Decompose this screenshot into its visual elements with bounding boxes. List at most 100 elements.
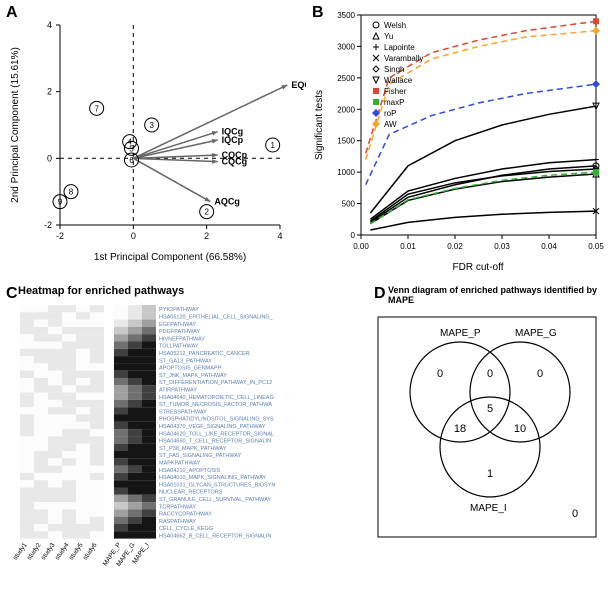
svg-text:ST_GRANULE_CELL_SURVIVAL_PATHW: ST_GRANULE_CELL_SURVIVAL_PATHWAY [159, 497, 271, 503]
svg-text:4: 4 [47, 20, 52, 30]
svg-text:5: 5 [487, 403, 493, 415]
svg-text:7: 7 [94, 104, 99, 113]
svg-text:ST_TUMOR_NECROSIS_FACTOR_PATHW: ST_TUMOR_NECROSIS_FACTOR_PATHWA [159, 402, 272, 408]
heatmap-title: Heatmap for enriched pathways [18, 285, 184, 297]
svg-text:HSA04660_T_CELL_RECEPTOR_SIGNA: HSA04660_T_CELL_RECEPTOR_SIGNALIN [159, 439, 271, 445]
svg-text:AQCg: AQCg [214, 197, 240, 207]
panel-d: D Venn diagram of enriched pathways iden… [370, 285, 612, 595]
svg-text:0: 0 [351, 231, 356, 240]
svg-text:0.02: 0.02 [447, 242, 463, 251]
svg-text:0: 0 [537, 368, 543, 380]
svg-text:CQCg: CQCg [222, 157, 248, 167]
svg-text:0: 0 [487, 368, 493, 380]
svg-text:0: 0 [131, 231, 136, 241]
svg-text:3000: 3000 [337, 42, 355, 51]
line-plot: 0.00 0.01 0.02 0.03 0.04 0.05 0 500 1000 1500 200… [306, 0, 612, 280]
svg-text:Fisher: Fisher [384, 87, 407, 96]
svg-text:2: 2 [204, 231, 209, 241]
panel-a: A -2024 -2024 EQCIQCgIQCpCQCpCQCgAQCg 12… [0, 0, 306, 280]
svg-text:5: 5 [129, 144, 134, 153]
svg-text:AW: AW [384, 120, 397, 129]
svg-text:2: 2 [47, 87, 52, 97]
pca-plot: -2024 -2024 EQCIQCgIQCpCQCpCQCgAQCg 1234… [0, 0, 306, 280]
svg-text:18: 18 [454, 423, 466, 435]
svg-text:IQCp: IQCp [222, 135, 244, 145]
panel-a-label: A [6, 4, 18, 22]
svg-text:2: 2 [204, 208, 209, 217]
svg-text:PDGFPATHWAY: PDGFPATHWAY [159, 329, 200, 335]
svg-text:roP: roP [384, 109, 396, 118]
svg-text:0: 0 [47, 153, 52, 163]
svg-text:HSA04620_TOLL_LIKE_RECEPTOR_SI: HSA04620_TOLL_LIKE_RECEPTOR_SIGNAL [159, 431, 274, 437]
svg-text:Welsh: Welsh [384, 21, 406, 30]
svg-text:PHOSPHATIDYLINOSITOL_SIGNALING: PHOSPHATIDYLINOSITOL_SIGNALING_SYS [159, 417, 274, 423]
svg-text:EQC: EQC [291, 80, 306, 90]
svg-text:0.00: 0.00 [353, 242, 369, 251]
svg-text:TCRPATHWAY: TCRPATHWAY [159, 504, 196, 510]
svg-text:0.01: 0.01 [400, 242, 416, 251]
panel-b-ylabel: Significant tests [314, 90, 325, 160]
venn-title: Venn diagram of enriched pathways identi… [388, 285, 612, 305]
svg-text:ST_JNK_MAPK_PATHWAY: ST_JNK_MAPK_PATHWAY [159, 373, 227, 379]
svg-text:STRESSPATHWAY: STRESSPATHWAY [159, 409, 207, 415]
svg-text:TOLLPATHWAY: TOLLPATHWAY [159, 344, 199, 350]
svg-text:RACCYCDPATHWAY: RACCYCDPATHWAY [159, 512, 212, 518]
svg-text:HSA04640_HEMATOPOIETIC_CELL_LI: HSA04640_HEMATOPOIETIC_CELL_LINEAG [159, 395, 274, 401]
panel-b-xlabel: FDR cut-off [453, 262, 504, 273]
svg-text:9: 9 [58, 198, 63, 207]
svg-text:ST_GA13_PATHWAY: ST_GA13_PATHWAY [159, 358, 212, 364]
svg-text:ST_DIFFERENTIATION_PATHWAY_IN_: ST_DIFFERENTIATION_PATHWAY_IN_PC12 [159, 380, 272, 386]
svg-text:NUCLEAR_RECEPTORS: NUCLEAR_RECEPTORS [159, 490, 223, 496]
svg-text:APOPTOSIS_GENMAPP: APOPTOSIS_GENMAPP [159, 366, 222, 372]
svg-text:0: 0 [437, 368, 443, 380]
svg-text:ATIRPATHWAY: ATIRPATHWAY [159, 388, 197, 394]
svg-text:2000: 2000 [337, 105, 355, 114]
svg-text:10: 10 [514, 423, 526, 435]
svg-text:ST_P38_MAPK_PATHWAY: ST_P38_MAPK_PATHWAY [159, 446, 227, 452]
panel-b-label: B [312, 4, 324, 22]
svg-text:500: 500 [342, 200, 356, 209]
svg-text:PYK2PATHWAY: PYK2PATHWAY [159, 307, 199, 313]
svg-text:HSA04370_VEGF_SIGNALING_PATHWA: HSA04370_VEGF_SIGNALING_PATHWAY [159, 424, 266, 430]
svg-text:HSA01031_GLYCAN_STRUCTURES_BIO: HSA01031_GLYCAN_STRUCTURES_BIOSYN [159, 482, 275, 488]
svg-text:0: 0 [572, 508, 578, 520]
panel-c: C Heatmap for enriched pathways PYK2PATH… [0, 285, 370, 595]
svg-text:MAPKPATHWAY: MAPKPATHWAY [159, 461, 201, 467]
svg-text:6: 6 [129, 156, 134, 165]
svg-text:0.04: 0.04 [541, 242, 557, 251]
svg-text:1: 1 [487, 468, 493, 480]
svg-text:-2: -2 [44, 220, 52, 230]
svg-text:8: 8 [69, 188, 74, 197]
svg-text:3: 3 [149, 121, 154, 130]
heatmap: PYK2PATHWAY HSA05120_EPITHELIAL_CELL_SIGN… [0, 285, 370, 595]
svg-text:0.03: 0.03 [494, 242, 510, 251]
svg-text:2500: 2500 [337, 74, 355, 83]
svg-text:Wallace: Wallace [384, 76, 413, 85]
svg-text:HSA04210_APOPTOSIS: HSA04210_APOPTOSIS [159, 468, 221, 474]
svg-text:maxP: maxP [384, 98, 404, 107]
svg-text:ST_FAS_SIGNALING_PATHWAY: ST_FAS_SIGNALING_PATHWAY [159, 453, 242, 459]
svg-text:1000: 1000 [337, 168, 355, 177]
svg-text:Lapointe: Lapointe [384, 43, 415, 52]
svg-text:-2: -2 [56, 231, 64, 241]
svg-text:HSA05120_EPITHELIAL_CELL_SIGNA: HSA05120_EPITHELIAL_CELL_SIGNALING_ [159, 315, 274, 321]
svg-text:HSA04662_B_CELL_RECEPTOR_SIGNA: HSA04662_B_CELL_RECEPTOR_SIGNALIN [159, 534, 271, 540]
svg-text:Varambally: Varambally [384, 54, 423, 63]
panel-b: B 0.00 0.01 0.02 0.03 0.04 0.05 0 500 1000 1500 2… [306, 0, 612, 280]
svg-text:HSA04010_MAPK_SIGNALING_PATHWA: HSA04010_MAPK_SIGNALING_PATHWAY [159, 475, 266, 481]
svg-text:0.05: 0.05 [588, 242, 604, 251]
svg-text:study6: study6 [82, 541, 99, 561]
svg-text:MAPE_P: MAPE_P [440, 328, 481, 339]
svg-text:1500: 1500 [337, 137, 355, 146]
svg-text:MAPE_G: MAPE_G [515, 328, 557, 339]
svg-text:RASPATHWAY: RASPATHWAY [159, 519, 196, 525]
panel-a-ylabel: 2nd Principal Component (15.61%) [10, 47, 21, 203]
svg-text:1: 1 [270, 141, 275, 150]
panel-d-label: D [374, 285, 386, 303]
svg-text:HSA05212_PANCREATIC_CANCER: HSA05212_PANCREATIC_CANCER [159, 351, 250, 357]
panel-a-xlabel: 1st Principal Component (66.58%) [94, 252, 246, 263]
svg-text:Yu: Yu [384, 32, 393, 41]
svg-text:3500: 3500 [337, 11, 355, 20]
venn-diagram: MAPE_PMAPE_GMAPE_I 0010181050 [370, 285, 612, 585]
panel-c-label: C [6, 285, 18, 303]
